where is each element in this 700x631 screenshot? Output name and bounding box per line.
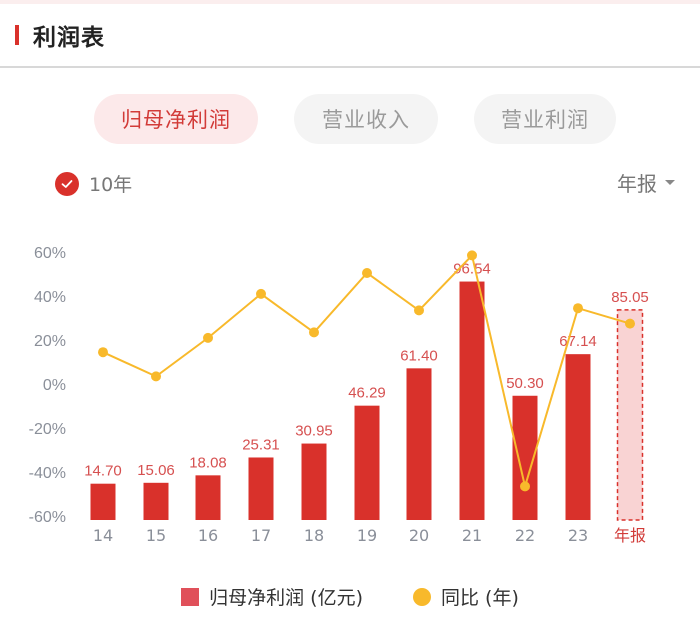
period-label: 年报: [617, 172, 657, 196]
bar-value-label: 14.70: [84, 463, 122, 480]
legend-net-profit-label: 归母净利润 (亿元): [209, 587, 363, 609]
x-tick-label: 19: [357, 526, 377, 545]
x-tick-label: 15: [146, 526, 166, 545]
y-tick-label: -60%: [29, 509, 66, 526]
legend-square-icon: [181, 587, 200, 606]
yoy-point[interactable]: [573, 303, 583, 314]
range-label: 10年: [89, 174, 133, 196]
yoy-point[interactable]: [520, 481, 530, 492]
bar[interactable]: [195, 475, 221, 520]
section-header: 利润表: [0, 4, 700, 68]
yoy-point[interactable]: [414, 305, 424, 316]
chart-legend: 归母净利润 (亿元) 同比 (年): [0, 583, 700, 610]
yoy-point[interactable]: [467, 250, 477, 261]
yoy-point[interactable]: [203, 332, 213, 343]
page-title: 利润表: [33, 25, 105, 51]
legend-dot-icon: [413, 587, 431, 606]
bar[interactable]: [354, 405, 380, 520]
y-tick-label: 40%: [34, 289, 66, 306]
legend-item-yoy[interactable]: 同比 (年): [363, 583, 519, 610]
legend-item-net-profit[interactable]: 归母净利润 (亿元): [181, 583, 363, 610]
caret-down-icon: [665, 180, 675, 185]
bar[interactable]: [406, 368, 432, 520]
x-tick-label: 年报: [614, 526, 646, 545]
yoy-point[interactable]: [98, 347, 108, 358]
bar-value-label: 15.06: [137, 462, 175, 479]
y-tick-label: 20%: [34, 333, 66, 350]
range-toggle-10y[interactable]: 10年: [55, 170, 132, 197]
y-tick-label: -20%: [29, 421, 66, 438]
x-tick-label: 17: [251, 526, 271, 545]
bar[interactable]: [301, 443, 327, 520]
x-tick-label: 21: [462, 526, 482, 545]
bar[interactable]: [248, 457, 274, 520]
bar-value-label: 67.14: [559, 333, 597, 350]
x-tick-label: 23: [568, 526, 588, 545]
bar[interactable]: [143, 482, 169, 520]
tab-operating-profit[interactable]: 营业利润: [474, 94, 616, 144]
bar-value-label: 50.30: [506, 375, 544, 392]
bar-value-label: 85.05: [611, 289, 649, 306]
x-tick-label: 22: [515, 526, 535, 545]
yoy-point[interactable]: [309, 327, 319, 338]
top-strip: [0, 0, 700, 4]
profit-chart: 60% 40% 20% 0% -20% -40% -60% 14.70 14 15.06 15 18.…: [29, 245, 649, 545]
metric-tabs: 归母净利润 营业收入 营业利润: [0, 94, 700, 144]
legend-yoy-label: 同比 (年): [441, 587, 519, 609]
y-tick-label: 0%: [43, 377, 66, 394]
bar[interactable]: [90, 483, 116, 520]
check-circle-icon: [55, 171, 79, 196]
x-tick-label: 14: [93, 526, 113, 545]
yoy-point[interactable]: [625, 318, 635, 329]
yoy-point[interactable]: [151, 371, 161, 382]
y-tick-label: -40%: [29, 465, 66, 482]
y-tick-label: 60%: [34, 245, 66, 262]
tab-net-profit[interactable]: 归母净利润: [94, 94, 258, 144]
bar-value-label: 46.29: [348, 385, 386, 402]
bar-value-label: 30.95: [295, 423, 333, 440]
bar-value-label: 25.31: [242, 436, 280, 453]
yoy-point[interactable]: [256, 288, 266, 299]
bar[interactable]: [459, 281, 485, 520]
x-tick-label: 20: [409, 526, 429, 545]
x-tick-label: 18: [304, 526, 324, 545]
forecast-bar[interactable]: [616, 309, 644, 521]
x-tick-label: 16: [198, 526, 218, 545]
bar-value-label: 18.08: [189, 454, 227, 471]
yoy-point[interactable]: [362, 268, 372, 278]
bar-value-label: 61.40: [400, 347, 438, 364]
period-dropdown[interactable]: 年报: [617, 168, 675, 197]
bar[interactable]: [565, 354, 591, 520]
header-accent-bar: [15, 25, 19, 45]
tab-revenue[interactable]: 营业收入: [294, 94, 438, 144]
